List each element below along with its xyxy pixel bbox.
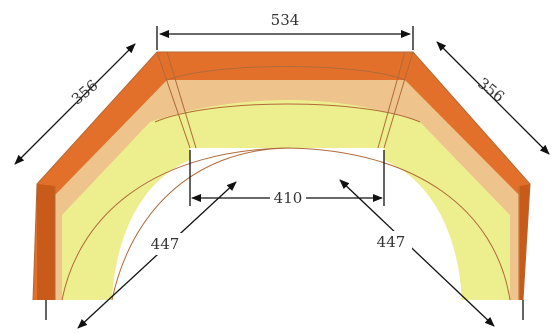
right-wall-face	[520, 184, 530, 300]
label-right-side: 356	[474, 74, 508, 106]
left-wall-face	[37, 184, 55, 300]
label-left-side: 356	[68, 76, 102, 108]
yellow-inner-band	[62, 100, 510, 300]
label-top-width: 534	[271, 11, 300, 29]
label-backgrounds	[147, 188, 412, 255]
frame-shape	[32, 51, 531, 301]
dimension-lines	[14, 26, 550, 329]
dim-line-right-depth	[339, 179, 495, 327]
label-right-depth: 447	[377, 233, 406, 251]
dim-line-left-side	[14, 43, 136, 165]
label-left-depth: 447	[151, 235, 180, 253]
dim-line-right-side	[436, 41, 550, 155]
label-inner-width: 410	[274, 189, 303, 207]
